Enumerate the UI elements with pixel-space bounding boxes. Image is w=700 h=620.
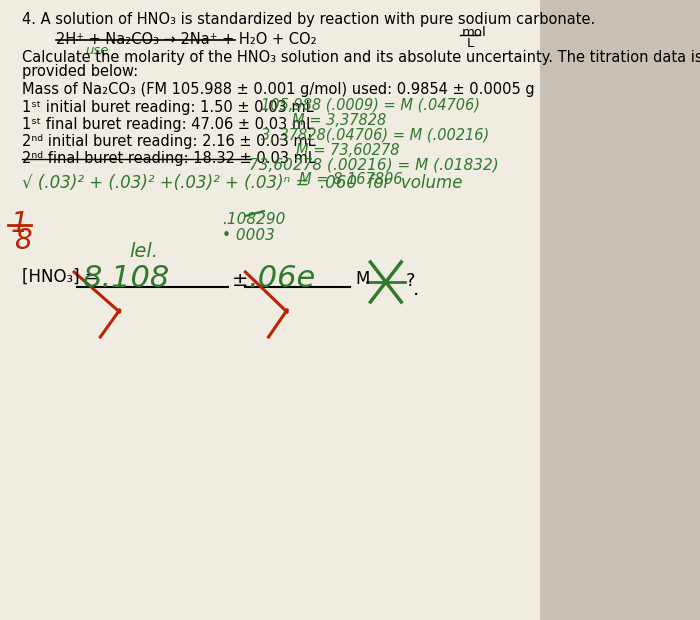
Text: √ (.03)² + (.03)² +(.03)² + (.03)ⁿ =  .060  for  volume: √ (.03)² + (.03)² +(.03)² + (.03)ⁿ = .06…	[22, 174, 462, 192]
Text: M: M	[355, 270, 370, 288]
Text: provided below:: provided below:	[22, 64, 138, 79]
Text: 2ⁿᵈ final buret reading: 18.32 ± 0.03 mL: 2ⁿᵈ final buret reading: 18.32 ± 0.03 mL	[22, 151, 316, 166]
Text: 1ˢᵗ initial buret reading: 1.50 ± 0.03 mL: 1ˢᵗ initial buret reading: 1.50 ± 0.03 m…	[22, 100, 313, 115]
Text: L: L	[467, 37, 474, 50]
Text: 2H⁺ + Na₂CO₃ → 2Na⁺ + H₂O + CO₂: 2H⁺ + Na₂CO₃ → 2Na⁺ + H₂O + CO₂	[55, 32, 316, 47]
Text: 8: 8	[14, 227, 32, 255]
Text: 8.108: 8.108	[83, 264, 171, 293]
Text: use: use	[85, 44, 108, 57]
Text: .108290: .108290	[222, 212, 286, 227]
Text: Calculate the molarity of the HNO₃ solution and its absolute uncertainty. The ti: Calculate the molarity of the HNO₃ solut…	[22, 50, 700, 65]
Text: .06e: .06e	[248, 264, 316, 293]
Text: 4. A solution of HNO₃ is standardized by reaction with pure sodium carbonate.: 4. A solution of HNO₃ is standardized by…	[22, 12, 595, 27]
Text: 1ˢᵗ final buret reading: 47.06 ± 0.03 mL: 1ˢᵗ final buret reading: 47.06 ± 0.03 mL	[22, 117, 314, 132]
Text: mol: mol	[461, 26, 486, 39]
Text: 1: 1	[10, 210, 29, 238]
Text: lel.: lel.	[130, 242, 159, 261]
Text: [HNO₃] =: [HNO₃] =	[22, 268, 99, 286]
Text: M = 3,37828: M = 3,37828	[292, 113, 386, 128]
Text: .: .	[413, 280, 419, 299]
Text: 2ⁿᵈ initial buret reading: 2.16 ± 0.03 mL: 2ⁿᵈ initial buret reading: 2.16 ± 0.03 m…	[22, 134, 315, 149]
Text: ±: ±	[232, 271, 248, 290]
Text: 73,60278 (.00216) = M (.01832): 73,60278 (.00216) = M (.01832)	[249, 157, 499, 172]
Text: ?: ?	[406, 272, 415, 290]
Text: M = 8,167806: M = 8,167806	[300, 172, 403, 187]
Text: Mass of Na₂CO₃ (FM 105.988 ± 0.001 g/mol) used: 0.9854 ± 0.0005 g: Mass of Na₂CO₃ (FM 105.988 ± 0.001 g/mol…	[22, 82, 534, 97]
Text: • 0003: • 0003	[222, 228, 275, 243]
FancyBboxPatch shape	[0, 0, 540, 620]
Text: 105,988 (.0009) = M (.04706): 105,988 (.0009) = M (.04706)	[261, 98, 480, 113]
Text: 3, 37828(.04706) = M (.00216): 3, 37828(.04706) = M (.00216)	[261, 128, 489, 143]
Text: M = 73,60278: M = 73,60278	[295, 143, 399, 158]
